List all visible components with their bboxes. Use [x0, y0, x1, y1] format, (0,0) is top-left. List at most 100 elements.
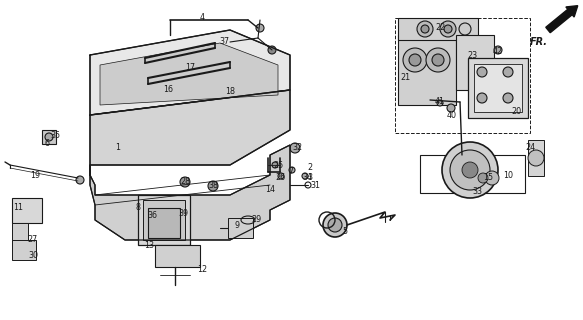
Circle shape: [442, 142, 498, 198]
Text: 29: 29: [252, 215, 262, 225]
Text: 13: 13: [144, 241, 154, 250]
Circle shape: [328, 218, 342, 232]
Text: 32: 32: [292, 143, 302, 153]
Circle shape: [462, 162, 478, 178]
Circle shape: [494, 46, 502, 54]
Text: FR.: FR.: [530, 37, 548, 47]
Text: 11: 11: [13, 204, 23, 212]
Text: 18: 18: [225, 87, 235, 97]
Circle shape: [426, 48, 450, 72]
Polygon shape: [90, 30, 290, 115]
Text: 2: 2: [307, 164, 312, 172]
Bar: [398, 35, 456, 105]
Text: 38: 38: [208, 180, 218, 189]
Circle shape: [180, 177, 190, 187]
Polygon shape: [90, 90, 290, 165]
Bar: [143, 200, 185, 240]
Circle shape: [302, 173, 308, 179]
Text: 20: 20: [511, 108, 521, 116]
Circle shape: [290, 143, 300, 153]
Text: 1: 1: [115, 143, 121, 153]
Text: 15: 15: [483, 173, 493, 182]
Bar: [395, 18, 530, 133]
Text: 4: 4: [199, 13, 205, 22]
Text: 22: 22: [435, 23, 445, 33]
Text: 10: 10: [503, 171, 513, 180]
Text: 6: 6: [44, 140, 50, 148]
Bar: [148, 208, 180, 238]
Text: 33: 33: [472, 188, 482, 196]
Circle shape: [417, 21, 433, 37]
Circle shape: [503, 93, 513, 103]
Circle shape: [503, 67, 513, 77]
FancyArrow shape: [546, 6, 578, 33]
Bar: [398, 18, 478, 40]
Text: 30: 30: [28, 251, 38, 260]
Text: 14: 14: [265, 186, 275, 195]
Circle shape: [432, 54, 444, 66]
Circle shape: [268, 46, 276, 54]
Circle shape: [278, 173, 284, 179]
Circle shape: [478, 173, 488, 183]
Circle shape: [208, 181, 218, 191]
Text: 41: 41: [435, 98, 445, 107]
Circle shape: [403, 48, 427, 72]
Circle shape: [256, 24, 264, 32]
Text: 24: 24: [525, 143, 535, 153]
Circle shape: [45, 133, 53, 141]
Text: 16: 16: [163, 85, 173, 94]
Text: 23: 23: [467, 51, 477, 60]
Circle shape: [409, 54, 421, 66]
Circle shape: [450, 150, 490, 190]
Polygon shape: [100, 43, 278, 105]
Text: 19: 19: [30, 172, 40, 180]
Bar: [528, 140, 544, 176]
Bar: [12, 198, 42, 223]
Bar: [468, 58, 528, 118]
Text: 7: 7: [289, 167, 294, 177]
Text: 8: 8: [135, 203, 141, 212]
Circle shape: [477, 93, 487, 103]
Text: 12: 12: [197, 265, 207, 274]
Bar: [138, 195, 190, 245]
Circle shape: [272, 162, 278, 168]
Circle shape: [459, 23, 471, 35]
Text: 25: 25: [274, 161, 284, 170]
Circle shape: [437, 100, 443, 106]
Bar: [228, 218, 253, 238]
Circle shape: [444, 25, 452, 33]
Text: 5: 5: [342, 228, 347, 236]
Text: 3: 3: [307, 173, 312, 182]
Circle shape: [178, 208, 188, 218]
Circle shape: [528, 150, 544, 166]
Text: 42: 42: [493, 47, 503, 57]
Bar: [474, 64, 522, 112]
Circle shape: [485, 171, 499, 185]
Polygon shape: [90, 145, 290, 240]
Text: 39: 39: [178, 209, 188, 218]
Text: 40: 40: [447, 110, 457, 119]
Text: 9: 9: [234, 221, 240, 230]
Text: 36: 36: [147, 211, 157, 220]
Bar: [12, 223, 28, 241]
Circle shape: [421, 25, 429, 33]
Bar: [155, 245, 200, 267]
Bar: [420, 155, 525, 193]
Circle shape: [289, 167, 295, 173]
Circle shape: [76, 176, 84, 184]
Circle shape: [440, 21, 456, 37]
Circle shape: [477, 67, 487, 77]
Bar: [12, 240, 36, 260]
Circle shape: [323, 213, 347, 237]
Text: 34: 34: [302, 172, 312, 181]
Bar: [456, 35, 494, 90]
Bar: [42, 130, 56, 144]
Text: 21: 21: [400, 74, 410, 83]
Text: 37: 37: [219, 37, 229, 46]
Circle shape: [447, 104, 455, 112]
Text: 17: 17: [185, 63, 195, 73]
Text: 27: 27: [28, 236, 38, 244]
Text: 28: 28: [180, 178, 190, 187]
Text: 35: 35: [50, 132, 60, 140]
Text: 26: 26: [275, 173, 285, 182]
